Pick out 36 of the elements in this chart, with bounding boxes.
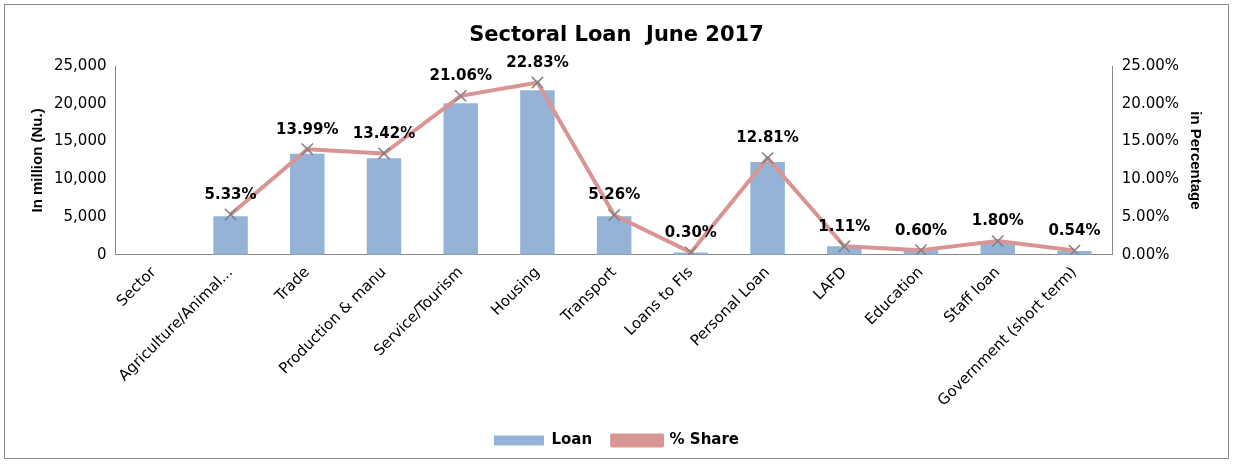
data-label: 0.54%	[1048, 220, 1101, 239]
data-label: 12.81%	[736, 128, 799, 147]
bar	[443, 103, 478, 255]
y2-tick-label: 20.00%	[1121, 93, 1180, 112]
data-label: 5.26%	[588, 185, 641, 204]
y-tick-label: 10,000	[53, 169, 107, 188]
y-tick-label: 20,000	[53, 93, 107, 112]
data-label: 5.33%	[204, 184, 257, 203]
y2-tick-label: 5.00%	[1121, 206, 1170, 225]
data-label: 0.60%	[894, 220, 948, 239]
bar	[290, 153, 325, 255]
data-label: 0.30%	[664, 222, 717, 241]
data-label: 1.80%	[971, 211, 1024, 230]
bar	[520, 90, 555, 255]
data-label: 13.99%	[276, 119, 339, 138]
chart-title: Sectoral Loan June 2017	[469, 22, 764, 47]
data-label: 13.42%	[352, 123, 416, 142]
y-tick-label: 5,000	[63, 206, 107, 225]
legend-label: Loan	[551, 430, 593, 449]
bar	[213, 216, 248, 255]
y-axis-title: In million (Nu.)	[28, 108, 46, 213]
y-tick-label: 0	[96, 244, 107, 263]
y-tick-label: 15,000	[53, 131, 107, 150]
y2-tick-label: 10.00%	[1121, 169, 1180, 188]
data-label: 21.06%	[429, 66, 492, 85]
y2-tick-label: 25.00%	[1121, 56, 1180, 75]
bar	[750, 161, 785, 255]
y-tick-label: 25,000	[53, 56, 107, 75]
data-label: 22.83%	[506, 52, 569, 71]
bar	[596, 216, 632, 255]
data-label: 1.11%	[818, 216, 871, 235]
y2-tick-label: 0.00%	[1121, 244, 1170, 263]
y2-tick-label: 15.00%	[1121, 131, 1180, 150]
legend-label: % Share	[669, 430, 740, 449]
bar	[366, 158, 402, 255]
y2-axis-title: in Percentage	[1187, 111, 1205, 210]
